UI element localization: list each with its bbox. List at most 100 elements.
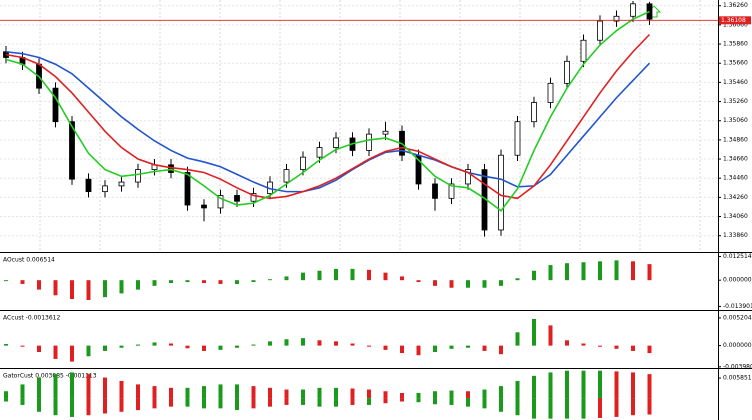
histogram-bar: [152, 280, 157, 286]
gator-bar: [251, 398, 256, 409]
gator-bar: [20, 398, 25, 405]
gator-bar: [37, 398, 41, 412]
histogram-bar: [284, 276, 289, 281]
histogram-bar: [647, 264, 652, 281]
candle-body: [234, 195, 240, 202]
histogram-bar: [482, 280, 487, 288]
y-tick-label: 1.34860: [723, 136, 748, 143]
y-tick-label: 1.36060: [723, 21, 748, 28]
histogram-bar: [136, 280, 140, 290]
histogram-bar: [367, 345, 371, 347]
gator-bar: [53, 374, 58, 399]
histogram-bar: [20, 345, 25, 347]
gator-bar: [598, 370, 602, 399]
histogram-bar: [235, 345, 239, 348]
histogram-bar: [103, 280, 107, 298]
histogram-bar: [499, 345, 503, 355]
gator-bar: [152, 386, 157, 399]
histogram-bar: [202, 280, 206, 284]
histogram-bar: [53, 345, 58, 359]
gator-bar: [70, 398, 74, 417]
y-tick-label: 0.005851: [723, 375, 752, 382]
candle-body: [630, 3, 636, 17]
gator-bar: [416, 392, 421, 399]
gator-bar: [581, 398, 586, 419]
candle-body: [300, 156, 306, 170]
histogram-bar: [400, 345, 404, 354]
candle-body: [135, 169, 141, 183]
gator-bar: [86, 374, 91, 399]
histogram-bar: [37, 280, 41, 290]
histogram-bar: [86, 280, 91, 300]
gator-bar: [449, 390, 454, 399]
histogram-bar: [367, 269, 371, 281]
histogram-bar: [581, 343, 586, 346]
histogram-bar: [383, 345, 388, 350]
histogram-bar: [449, 280, 454, 288]
histogram-bar: [449, 345, 454, 349]
histogram-bar: [565, 340, 569, 346]
histogram-bar: [20, 280, 25, 284]
gator-bar: [548, 398, 553, 419]
gator-bar: [482, 398, 487, 409]
histogram-bar: [185, 280, 190, 283]
gator-bar: [103, 398, 107, 414]
y-tick-label: 0.0000000: [723, 342, 752, 349]
y-tick-label: 0.0052047: [723, 314, 752, 321]
candle-body: [448, 183, 455, 199]
histogram-bar: [136, 344, 140, 346]
gator-bar: [284, 398, 289, 405]
candle-body: [564, 60, 570, 84]
candle-body: [118, 181, 125, 187]
histogram-bar: [482, 345, 487, 351]
gator-bar: [449, 398, 454, 405]
gator-bar: [317, 387, 322, 399]
gator-bar: [548, 372, 553, 399]
histogram-bar: [350, 343, 355, 346]
histogram-bar: [499, 280, 503, 286]
y-tick-label: -0.0039808: [723, 363, 752, 370]
gator-bar: [268, 387, 272, 399]
candle-body: [102, 185, 108, 193]
histogram-bar: [235, 280, 239, 284]
gator-bar: [136, 398, 140, 411]
histogram-bar: [532, 318, 536, 346]
gator-bar: [301, 389, 305, 399]
gator-bar: [169, 398, 173, 407]
y-tick-label: 1.35060: [723, 117, 748, 124]
histogram-bar: [301, 338, 305, 346]
histogram-bar: [152, 342, 157, 346]
histogram-bar: [119, 345, 124, 348]
histogram-bar: [70, 345, 74, 362]
gator-bar: [416, 398, 421, 403]
candle-body: [250, 193, 257, 202]
histogram-bar: [317, 340, 322, 346]
gator-bar: [169, 387, 173, 399]
gator-bar: [383, 398, 388, 404]
gator-bar: [350, 388, 355, 399]
histogram-bar: [251, 280, 256, 283]
gator-bar: [202, 398, 206, 409]
gator-bar: [251, 386, 256, 399]
histogram-bar: [284, 339, 289, 346]
histogram-bar: [86, 345, 91, 357]
gator-bar: [119, 398, 124, 412]
gator-bar: [301, 398, 305, 405]
histogram-bar: [251, 344, 256, 346]
y-tick-label: -0.013901: [723, 303, 752, 310]
histogram-bar: [647, 345, 652, 354]
histogram-bar: [218, 280, 223, 284]
gator-bar: [400, 398, 404, 402]
histogram-bar: [433, 280, 437, 286]
gator-bar: [334, 398, 338, 407]
histogram-bar: [53, 280, 58, 296]
candle-body: [531, 102, 537, 123]
candle-body: [85, 178, 92, 193]
candle-body: [333, 137, 339, 148]
gator-bar: [499, 398, 503, 412]
histogram-bar: [598, 261, 602, 281]
histogram-bar: [334, 341, 338, 346]
candle-body: [201, 204, 207, 209]
y-tick-label: 0.000000: [723, 277, 752, 284]
gator-bar: [466, 391, 470, 399]
